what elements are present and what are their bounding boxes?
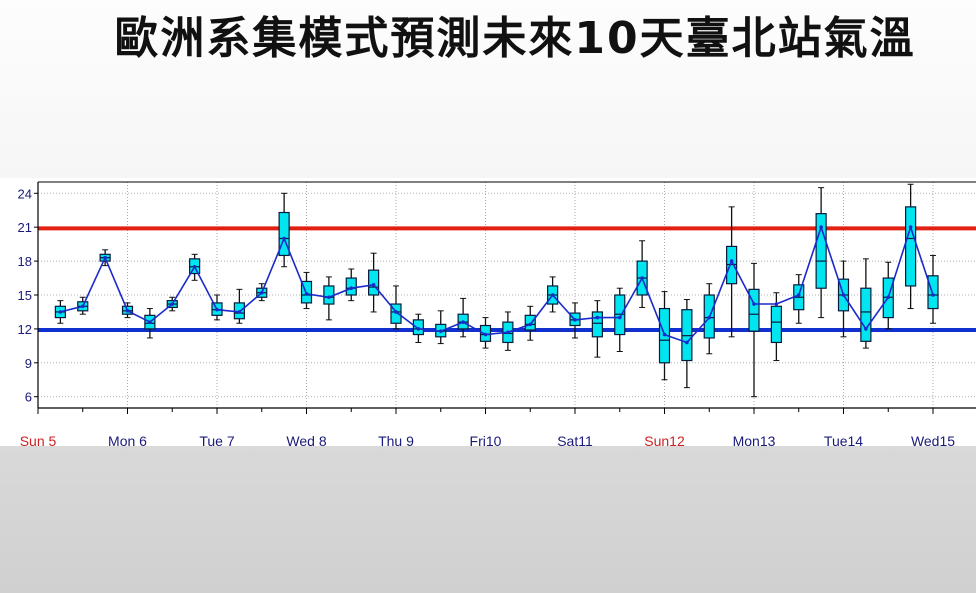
page-title: 歐洲系集模式預測未來10天臺北站氣溫 bbox=[114, 13, 916, 64]
mean-point bbox=[80, 304, 85, 309]
labels: 6 9 12 15 18 21 24 Sun 5 Mon 6 Tue 7 Wed 8 Thu 9 Fri… bbox=[18, 186, 956, 449]
mean-point bbox=[729, 259, 734, 263]
mean-point bbox=[148, 320, 152, 324]
x-day-label: Fri10 bbox=[470, 433, 502, 446]
mean-point bbox=[259, 290, 264, 295]
mean-point bbox=[819, 225, 823, 229]
y-tick-label: 6 bbox=[25, 390, 32, 405]
mean-point bbox=[796, 293, 801, 297]
mean-point bbox=[170, 302, 175, 306]
box bbox=[770, 305, 782, 344]
y-tick-label: 21 bbox=[18, 220, 32, 235]
mean-point bbox=[349, 286, 354, 291]
x-day-label: Tue 7 bbox=[199, 433, 234, 446]
x-day-label: Sun12 bbox=[644, 433, 685, 446]
mean-point bbox=[774, 302, 779, 306]
mean-point bbox=[438, 329, 443, 333]
mean-point bbox=[685, 340, 689, 345]
x-day-label: Sun 5 bbox=[20, 433, 57, 446]
chart-svg: 6 9 12 15 18 21 24 Sun 5 Mon 6 Tue 7 Wed 8 Thu 9 Fri… bbox=[18, 181, 976, 449]
mean-point bbox=[752, 302, 756, 306]
x-day-label: Tue14 bbox=[824, 433, 863, 446]
box bbox=[278, 211, 290, 257]
mean-point bbox=[215, 307, 219, 312]
mean-point bbox=[528, 322, 533, 327]
mean-point bbox=[58, 310, 63, 314]
mean-point bbox=[125, 309, 130, 313]
mean-point bbox=[617, 315, 622, 320]
mean-point bbox=[461, 320, 465, 324]
y-tick-label: 12 bbox=[18, 322, 32, 337]
mean-point bbox=[595, 315, 600, 320]
mean-point bbox=[864, 327, 868, 331]
mean-point bbox=[908, 225, 913, 229]
mean-point bbox=[371, 283, 376, 287]
mean-point bbox=[841, 293, 846, 297]
mean-line bbox=[60, 224, 934, 344]
mean-point bbox=[103, 255, 107, 260]
temperature-chart: 6 9 12 15 18 21 24 Sun 5 Mon 6 Tue 7 Wed 8 Thu 9 Fri… bbox=[0, 178, 976, 449]
mean-point bbox=[237, 310, 242, 314]
mean-point bbox=[707, 315, 712, 320]
mean-point bbox=[550, 293, 555, 297]
y-tick-label: 15 bbox=[18, 288, 32, 303]
mean-point bbox=[483, 332, 488, 337]
x-day-label: Mon 6 bbox=[108, 433, 147, 446]
y-tick-label: 9 bbox=[25, 356, 32, 371]
mean-point bbox=[931, 293, 935, 297]
box bbox=[748, 288, 760, 332]
mean-point bbox=[573, 318, 577, 322]
y-tick-label: 24 bbox=[18, 186, 32, 201]
mean-point bbox=[327, 295, 331, 300]
box bbox=[927, 275, 939, 310]
y-tick-label: 18 bbox=[18, 254, 32, 269]
x-day-label: Thu 9 bbox=[378, 433, 414, 446]
x-day-label: Wed 8 bbox=[286, 433, 326, 446]
box bbox=[368, 269, 380, 296]
mean-point bbox=[394, 310, 398, 314]
mean-point bbox=[304, 292, 309, 296]
axes bbox=[34, 181, 976, 414]
mean-point bbox=[416, 327, 421, 331]
mean-point bbox=[662, 332, 667, 337]
reference-lines bbox=[38, 226, 976, 333]
box bbox=[323, 285, 335, 305]
mean-point bbox=[886, 295, 891, 300]
box bbox=[905, 206, 917, 287]
mean-line-layer bbox=[58, 224, 935, 345]
mean-point bbox=[506, 330, 510, 335]
box bbox=[860, 287, 872, 342]
box bbox=[591, 311, 603, 338]
grid-layer bbox=[37, 182, 976, 408]
mean-point bbox=[282, 236, 286, 241]
x-day-label: Wed15 bbox=[911, 433, 955, 446]
x-day-label: Sat11 bbox=[557, 433, 593, 446]
box bbox=[815, 213, 827, 289]
mean-point bbox=[192, 264, 197, 269]
bottom-band bbox=[0, 446, 976, 593]
x-day-label: Mon13 bbox=[733, 433, 776, 446]
mean-point bbox=[640, 276, 644, 280]
